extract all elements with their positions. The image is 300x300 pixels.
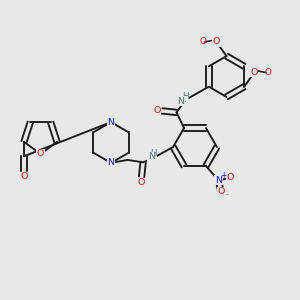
Text: O: O <box>217 187 225 196</box>
Text: O: O <box>138 178 145 187</box>
Text: O: O <box>265 68 272 77</box>
Text: O: O <box>20 172 28 181</box>
Text: O: O <box>250 68 258 77</box>
Text: N: N <box>107 158 115 167</box>
Text: ⁻: ⁻ <box>224 191 229 200</box>
Text: N: N <box>215 176 222 185</box>
Text: N: N <box>178 97 184 106</box>
Text: O: O <box>153 106 160 116</box>
Text: N: N <box>148 152 155 161</box>
Text: H: H <box>182 92 189 101</box>
Text: H: H <box>150 148 157 158</box>
Text: O: O <box>199 37 206 46</box>
Text: +: + <box>220 171 226 180</box>
Text: N: N <box>107 118 115 127</box>
Text: O: O <box>213 37 220 46</box>
Text: O: O <box>37 149 44 158</box>
Text: O: O <box>226 173 234 182</box>
